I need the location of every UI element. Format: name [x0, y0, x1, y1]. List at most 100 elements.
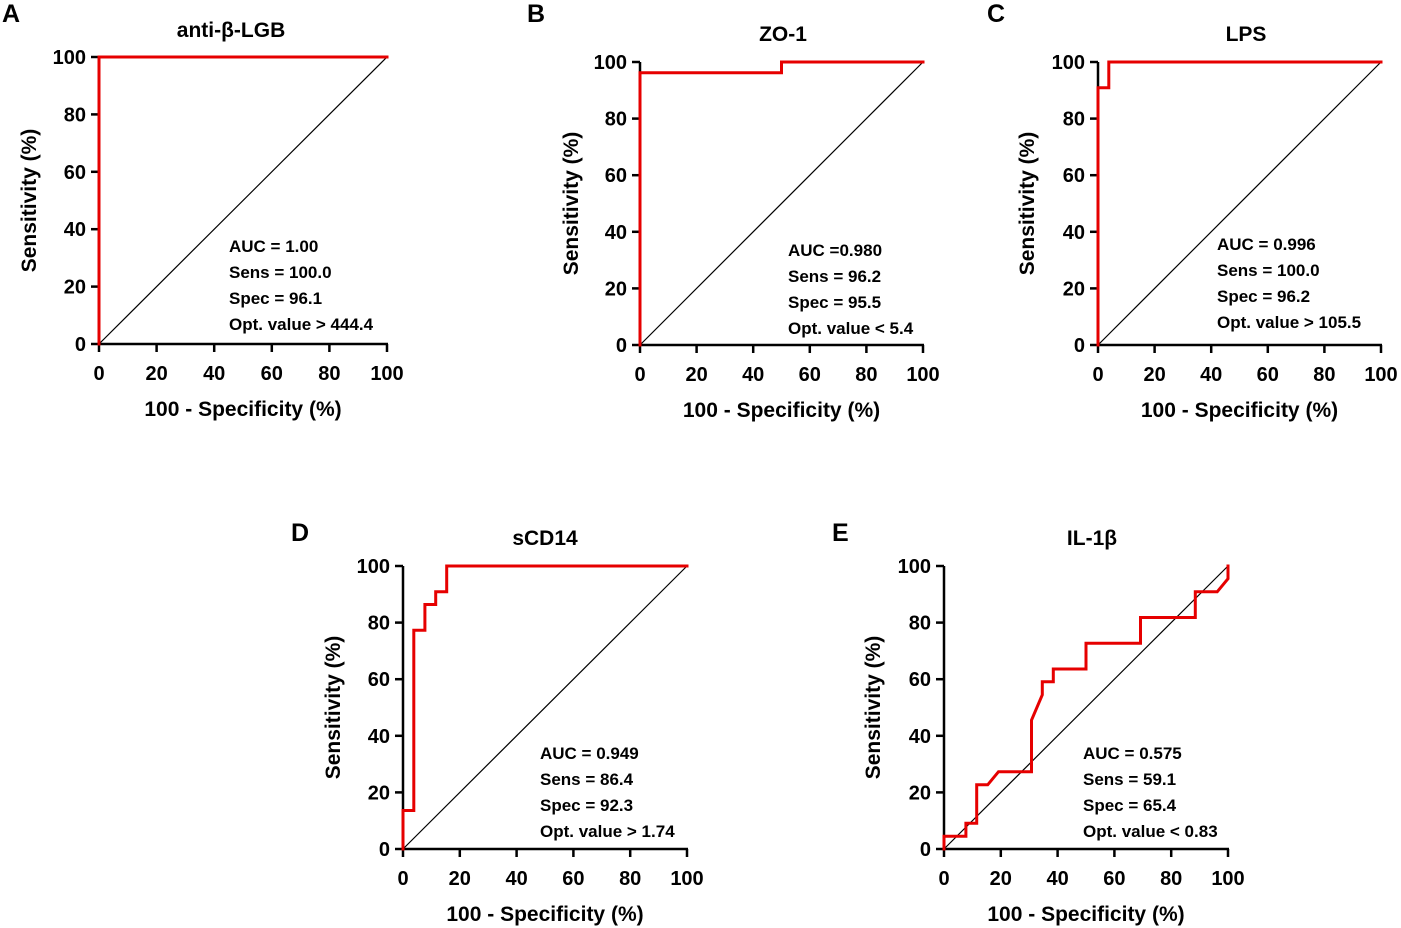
stat-annotation: Spec = 92.3	[540, 796, 633, 815]
y-tick-label: 80	[605, 109, 627, 131]
x-tick-label: 60	[1257, 364, 1279, 386]
reference-diagonal	[402, 565, 688, 850]
y-tick-label: 40	[909, 726, 931, 748]
y-axis-title: Sensitivity (%)	[1016, 132, 1039, 276]
y-tick-label: 20	[64, 277, 86, 299]
x-tick-label: 20	[145, 363, 167, 385]
reference-diagonal	[639, 61, 924, 346]
y-tick-label: 60	[1063, 165, 1085, 187]
stat-annotation: Spec = 96.2	[1217, 287, 1310, 306]
x-tick-label: 40	[742, 364, 764, 386]
y-axis-title: Sensitivity (%)	[18, 129, 41, 273]
stat-annotation: AUC = 0.996	[1217, 235, 1316, 254]
chart-title: ZO-1	[759, 23, 807, 46]
y-tick-label: 0	[75, 334, 86, 356]
y-tick-label: 40	[64, 219, 86, 241]
panel-letter: D	[291, 519, 309, 547]
stat-annotation: Opt. value < 5.4	[788, 319, 914, 338]
x-tick-label: 60	[1103, 868, 1125, 890]
y-tick-label: 40	[368, 726, 390, 748]
x-tick-label: 100	[670, 868, 703, 890]
x-tick-label: 20	[449, 868, 471, 890]
x-tick-label: 80	[619, 868, 641, 890]
chart-title: LPS	[1226, 23, 1267, 46]
panel-letter: B	[527, 0, 545, 28]
y-axis-title: Sensitivity (%)	[322, 636, 345, 780]
y-tick-label: 0	[920, 839, 931, 861]
x-tick-label: 20	[990, 868, 1012, 890]
stat-annotation: Sens = 100.0	[1217, 261, 1320, 280]
panel-letter: E	[832, 519, 849, 547]
y-tick-label: 0	[1074, 335, 1085, 357]
x-tick-label: 0	[93, 363, 104, 385]
x-axis-title: 100 - Specificity (%)	[683, 399, 880, 422]
chart-title: sCD14	[512, 527, 578, 550]
chart-panel-b: B ZO-1 0 20 40 60 80 100 0 20 40 60 80 100 100 - Speci…	[527, 0, 940, 422]
y-tick-label: 60	[368, 669, 390, 691]
y-tick-label: 60	[909, 669, 931, 691]
x-tick-label: 80	[1160, 868, 1182, 890]
x-axis-title: 100 - Specificity (%)	[987, 903, 1184, 926]
stat-annotation: Sens = 86.4	[540, 770, 634, 789]
y-tick-label: 80	[368, 613, 390, 635]
x-tick-label: 60	[799, 364, 821, 386]
x-tick-label: 100	[1211, 868, 1244, 890]
y-tick-label: 80	[64, 104, 86, 126]
x-tick-label: 40	[1200, 364, 1222, 386]
chart-title: IL-1β	[1067, 527, 1117, 550]
x-tick-label: 80	[855, 364, 877, 386]
y-tick-label: 80	[1063, 109, 1085, 131]
stat-annotation: Spec = 96.1	[229, 289, 322, 308]
y-tick-label: 100	[1052, 52, 1085, 74]
x-tick-label: 100	[906, 364, 939, 386]
stat-annotation: Spec = 65.4	[1083, 796, 1177, 815]
stat-annotation: Sens = 96.2	[788, 267, 881, 286]
stat-annotation: AUC =0.980	[788, 241, 882, 260]
x-tick-label: 40	[1046, 868, 1068, 890]
y-tick-label: 20	[368, 782, 390, 804]
reference-diagonal	[1097, 61, 1382, 346]
panel-letter: A	[2, 0, 20, 28]
y-tick-label: 20	[605, 278, 627, 300]
stat-annotation: Opt. value > 1.74	[540, 822, 675, 841]
y-tick-label: 100	[898, 556, 931, 578]
reference-diagonal	[943, 565, 1229, 850]
x-tick-label: 60	[562, 868, 584, 890]
x-tick-label: 20	[685, 364, 707, 386]
y-tick-label: 20	[1063, 278, 1085, 300]
y-axis-title: Sensitivity (%)	[862, 636, 885, 780]
y-tick-label: 60	[605, 165, 627, 187]
roc-curve-line	[638, 60, 925, 347]
stat-annotation: Sens = 100.0	[229, 263, 332, 282]
y-tick-label: 40	[1063, 222, 1085, 244]
stat-annotation: Opt. value > 105.5	[1217, 313, 1361, 332]
panel-letter: C	[987, 0, 1005, 28]
roc-curve-line	[401, 564, 689, 851]
x-tick-label: 40	[505, 868, 527, 890]
x-tick-label: 0	[634, 364, 645, 386]
x-tick-label: 100	[370, 363, 403, 385]
x-tick-label: 80	[318, 363, 340, 385]
chart-panel-e: E IL-1β 0 20 40 60 80 100 0 20 40 60 80 100 100 - Spec…	[832, 519, 1245, 926]
x-tick-label: 0	[938, 868, 949, 890]
y-tick-label: 100	[53, 47, 86, 69]
x-tick-label: 0	[1092, 364, 1103, 386]
reference-diagonal	[98, 56, 388, 345]
stat-annotation: AUC = 0.949	[540, 744, 639, 763]
x-tick-label: 80	[1313, 364, 1335, 386]
x-tick-label: 100	[1364, 364, 1397, 386]
chart-title: anti-β-LGB	[177, 19, 285, 42]
x-tick-label: 60	[261, 363, 283, 385]
stat-annotation: Opt. value > 444.4	[229, 315, 374, 334]
y-tick-label: 80	[909, 613, 931, 635]
stat-annotation: AUC = 1.00	[229, 237, 318, 256]
x-axis-title: 100 - Specificity (%)	[446, 903, 643, 926]
x-tick-label: 0	[397, 868, 408, 890]
stat-annotation: Sens = 59.1	[1083, 770, 1176, 789]
y-tick-label: 60	[64, 162, 86, 184]
x-axis-title: 100 - Specificity (%)	[1141, 399, 1338, 422]
y-tick-label: 20	[909, 782, 931, 804]
x-tick-label: 20	[1143, 364, 1165, 386]
